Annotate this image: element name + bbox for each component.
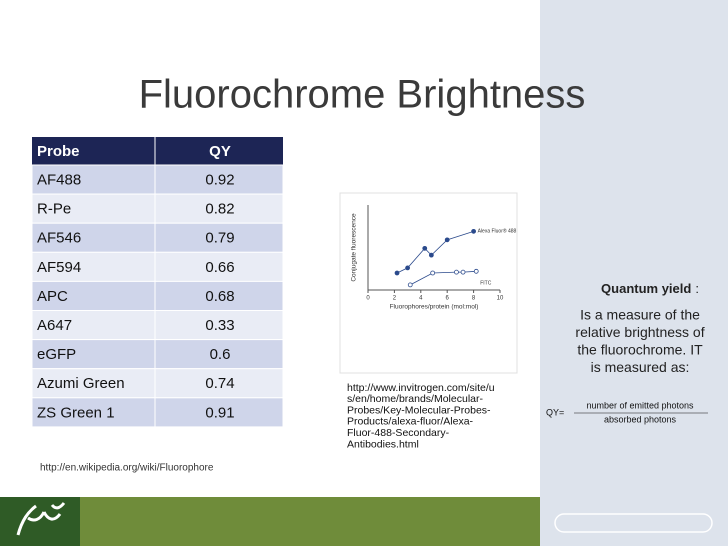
table-row: [31, 193, 284, 224]
table-cell: Azumi Green: [37, 375, 125, 392]
table-cell: APC: [37, 288, 68, 305]
footer-pill: [554, 513, 713, 533]
formula-lhs: QY=: [546, 407, 564, 417]
table-cell: 0.66: [205, 259, 234, 276]
footer-bar: [0, 497, 540, 546]
table-cell: 0.82: [205, 201, 234, 218]
table-cell: 0.79: [205, 230, 234, 247]
definition-line: Is a measure of the: [580, 307, 700, 323]
source-line: Fluor-488-Secondary-: [347, 427, 450, 439]
series-label: Alexa Fluor® 488: [478, 228, 517, 235]
table-cell: 0.91: [205, 404, 234, 421]
data-point: [430, 270, 436, 276]
table-header-row: [32, 137, 283, 165]
figure-source: http://www.invitrogen.com/site/us/en/hom…: [347, 382, 495, 451]
definition-line: the fluorochrome. IT: [577, 342, 703, 358]
x-tick-label: 6: [446, 296, 450, 302]
table-cell: eGFP: [37, 346, 76, 363]
formula-numerator: number of emitted photons: [586, 400, 694, 410]
table-cell: 0.33: [205, 317, 234, 334]
formula: QY= number of emitted photons absorbed pho…: [546, 400, 708, 424]
table-cell: 0.92: [205, 172, 234, 189]
source-line: Probes/Key-Molecular-Probes-: [347, 404, 491, 416]
table-cell: AF594: [37, 259, 81, 276]
source-link: http://en.wikipedia.org/wiki/Fluorophore: [40, 463, 214, 474]
x-tick-label: 8: [472, 296, 476, 302]
table-row: [31, 310, 284, 341]
definition-heading: Quantum yield:: [601, 281, 699, 296]
figure: 0 2 4 6 8 10 Fluorophores/protein (mol:mol) Con…: [351, 205, 517, 311]
source-line: http://www.invitrogen.com/site/u: [347, 382, 495, 394]
definition-line: relative brightness of: [575, 324, 704, 340]
data-point: [394, 270, 400, 276]
formula-denominator: absorbed photons: [604, 414, 677, 424]
table-cell: R-Pe: [37, 201, 71, 218]
table: Probe QY AF488 0.92 R-Pe 0.82 AF546 0.79 AF594 0.…: [31, 137, 284, 428]
data-point: [471, 228, 477, 234]
data-point: [428, 252, 434, 258]
side-panel: [540, 0, 728, 546]
table-row: [31, 280, 284, 311]
x-tick-label: 0: [366, 296, 370, 302]
table-row: [31, 397, 284, 428]
series-label: FITC: [480, 281, 491, 287]
table-cell: 0.74: [205, 375, 234, 392]
slide-title: Fluorochrome Brightness: [139, 73, 586, 117]
data-point: [422, 245, 428, 251]
table-cell: 0.68: [205, 288, 234, 305]
source-line: s/en/home/brands/Molecular-: [347, 393, 483, 405]
table-header-cell: QY: [209, 143, 231, 160]
data-point: [460, 269, 466, 275]
table-cell: A647: [37, 317, 72, 334]
table-row: [31, 222, 284, 253]
table-cell: ZS Green 1: [37, 404, 115, 421]
logo-block: [0, 497, 80, 546]
separator: :: [695, 281, 699, 296]
table-header-cell: Probe: [37, 143, 80, 160]
table-row: [31, 368, 284, 399]
table-row: [31, 251, 284, 282]
x-tick-label: 10: [497, 296, 504, 302]
term: Quantum yield: [601, 281, 691, 296]
source-line: Products/alexa-fluor/Alexa-: [347, 416, 474, 428]
table-cell: 0.6: [210, 346, 231, 363]
logo: [16, 502, 66, 536]
x-axis-label: Fluorophores/protein (mol:mol): [390, 304, 479, 311]
data-point: [473, 268, 479, 274]
definition: Quantum yield: Is a measure of therelativ…: [575, 281, 704, 375]
definition-line: is measured as:: [591, 359, 690, 375]
x-tick-label: 4: [419, 296, 423, 302]
source-line: Antibodies.html: [347, 438, 419, 450]
data-point: [407, 282, 413, 288]
data-point: [405, 265, 411, 271]
x-tick-label: 2: [393, 296, 397, 302]
figure-frame: [339, 192, 518, 374]
table-cell: AF488: [37, 172, 81, 189]
data-point: [454, 269, 459, 275]
data-point: [444, 237, 450, 243]
y-axis-label: Conjugate fluorescence: [351, 213, 358, 282]
table-row: [31, 164, 284, 195]
table-cell: AF546: [37, 230, 81, 247]
